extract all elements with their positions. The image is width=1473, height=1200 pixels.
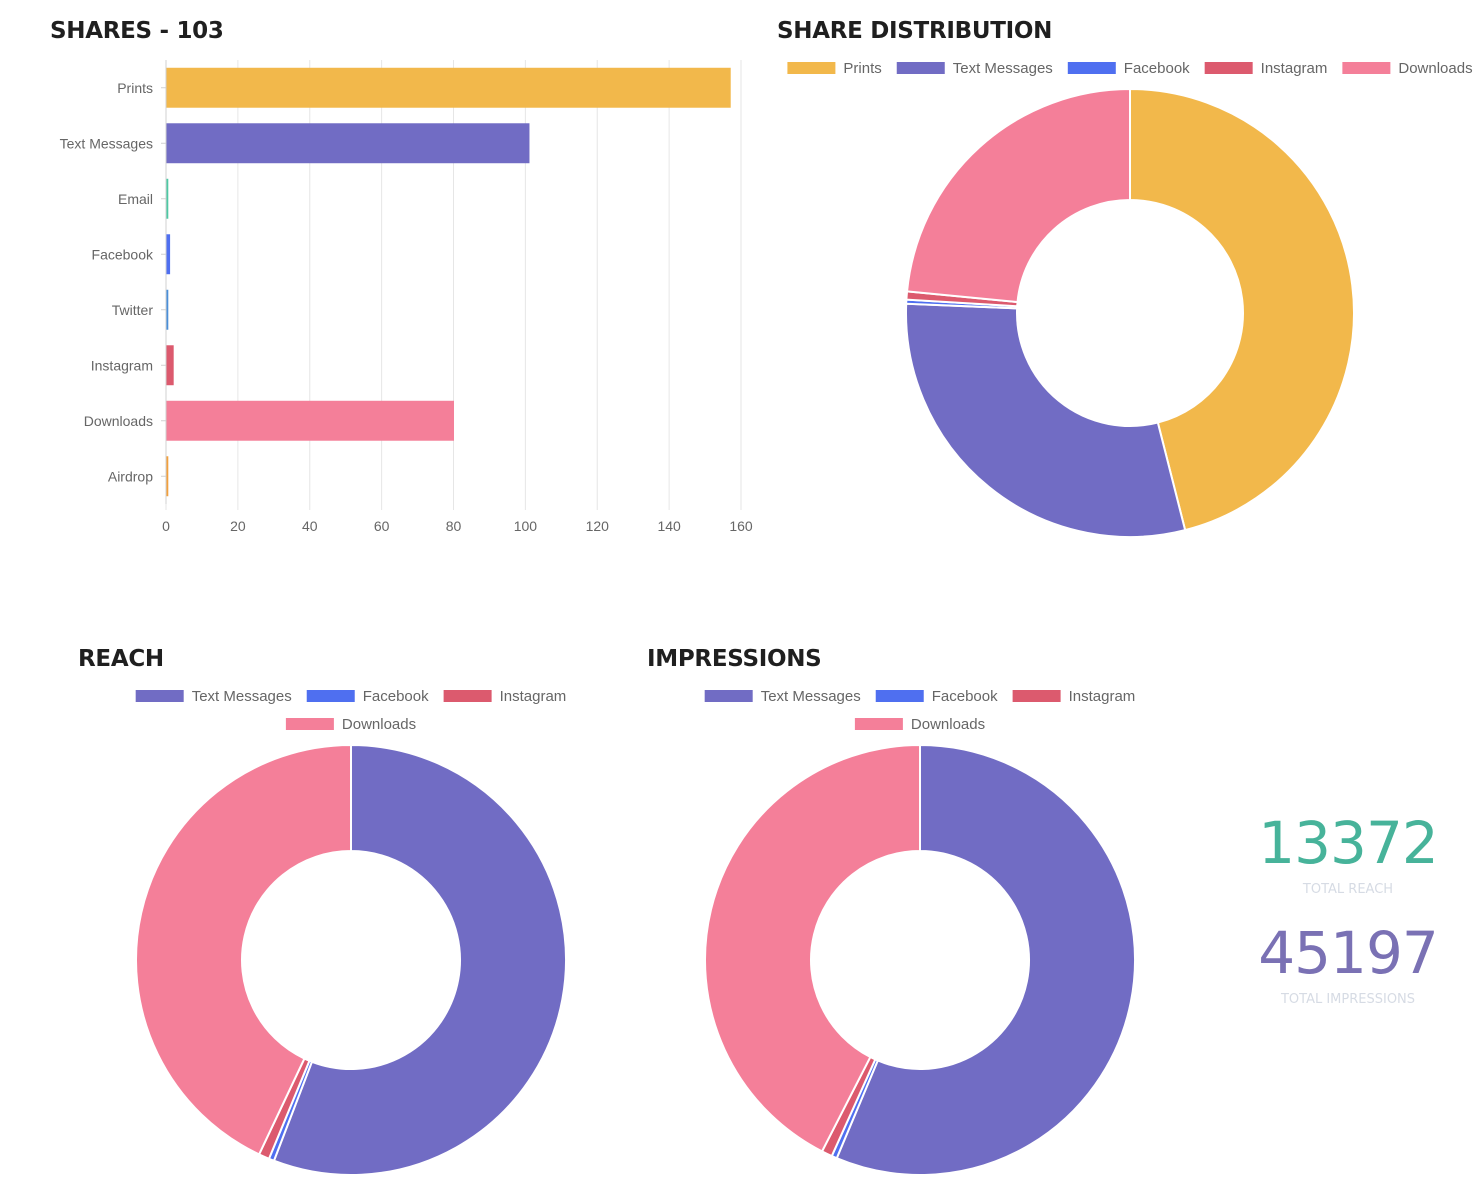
legend-label-text-messages: Text Messages: [953, 60, 1053, 77]
bar-twitter: [166, 289, 169, 330]
total-reach-label: TOTAL REACH: [1302, 882, 1394, 897]
x-tick-label: 80: [446, 518, 462, 534]
legend-swatch-facebook: [875, 690, 924, 702]
legend-label-prints: Prints: [843, 60, 881, 77]
y-tick-label-email: Email: [118, 191, 153, 207]
legend-swatch-text-messages: [896, 62, 945, 74]
legend-swatch-instagram: [1204, 62, 1253, 74]
legend-swatch-instagram: [1012, 690, 1061, 702]
slice-downloads: [704, 743, 921, 1153]
x-tick-label: 120: [586, 518, 610, 534]
legend-swatch-downloads: [1342, 62, 1391, 74]
y-tick-label-text-messages: Text Messages: [60, 135, 153, 151]
slice-downloads: [905, 87, 1131, 304]
bar-email: [166, 178, 169, 219]
legend-swatch-prints: [787, 62, 836, 74]
x-tick-label: 60: [374, 518, 390, 534]
slice-prints: [1129, 87, 1355, 532]
slice-text-messages: [272, 743, 567, 1176]
legend-swatch-downloads: [854, 718, 903, 730]
x-tick-label: 20: [230, 518, 246, 534]
total-reach-value: 13372: [1258, 809, 1439, 877]
legend-label-downloads: Downloads: [1398, 60, 1472, 77]
slice-text-messages: [835, 743, 1137, 1176]
legend-swatch-facebook: [306, 690, 355, 702]
y-tick-label-downloads: Downloads: [84, 413, 153, 429]
slice-downloads: [134, 743, 352, 1156]
legend-label-instagram: Instagram: [500, 688, 567, 705]
bar-text-messages: [166, 123, 530, 164]
share-distribution-title: SHARE DISTRIBUTION: [777, 18, 1053, 44]
legend-swatch-text-messages: [135, 690, 184, 702]
legend-swatch-instagram: [443, 690, 492, 702]
y-tick-label-instagram: Instagram: [91, 357, 153, 373]
bar-airdrop: [166, 456, 169, 497]
legend-label-instagram: Instagram: [1261, 60, 1328, 77]
y-tick-label-twitter: Twitter: [112, 302, 154, 318]
bar-facebook: [166, 234, 171, 275]
slice-text-messages: [905, 302, 1187, 538]
legend-swatch-text-messages: [704, 690, 753, 702]
x-tick-label: 0: [162, 518, 170, 534]
legend-label-downloads: Downloads: [911, 716, 985, 733]
bar-prints: [166, 67, 731, 108]
legend-label-text-messages: Text Messages: [761, 688, 861, 705]
total-impressions-value: 45197: [1258, 919, 1439, 987]
y-tick-label-airdrop: Airdrop: [108, 468, 153, 484]
impressions-title: IMPRESSIONS: [647, 646, 822, 672]
x-tick-label: 40: [302, 518, 318, 534]
y-tick-label-prints: Prints: [117, 80, 153, 96]
total-impressions-label: TOTAL IMPRESSIONS: [1280, 992, 1416, 1007]
legend-label-facebook: Facebook: [1124, 60, 1190, 77]
legend-swatch-downloads: [285, 718, 334, 730]
reach-title: REACH: [78, 646, 164, 672]
bar-downloads: [166, 400, 454, 441]
legend-label-instagram: Instagram: [1069, 688, 1136, 705]
legend-label-downloads: Downloads: [342, 716, 416, 733]
legend-label-facebook: Facebook: [932, 688, 998, 705]
bar-instagram: [166, 345, 174, 386]
x-tick-label: 160: [729, 518, 753, 534]
shares-title: SHARES - 103: [50, 18, 224, 44]
y-tick-label-facebook: Facebook: [92, 246, 154, 262]
x-tick-label: 100: [514, 518, 538, 534]
legend-label-facebook: Facebook: [363, 688, 429, 705]
x-tick-label: 140: [657, 518, 681, 534]
legend-label-text-messages: Text Messages: [192, 688, 292, 705]
legend-swatch-facebook: [1067, 62, 1116, 74]
